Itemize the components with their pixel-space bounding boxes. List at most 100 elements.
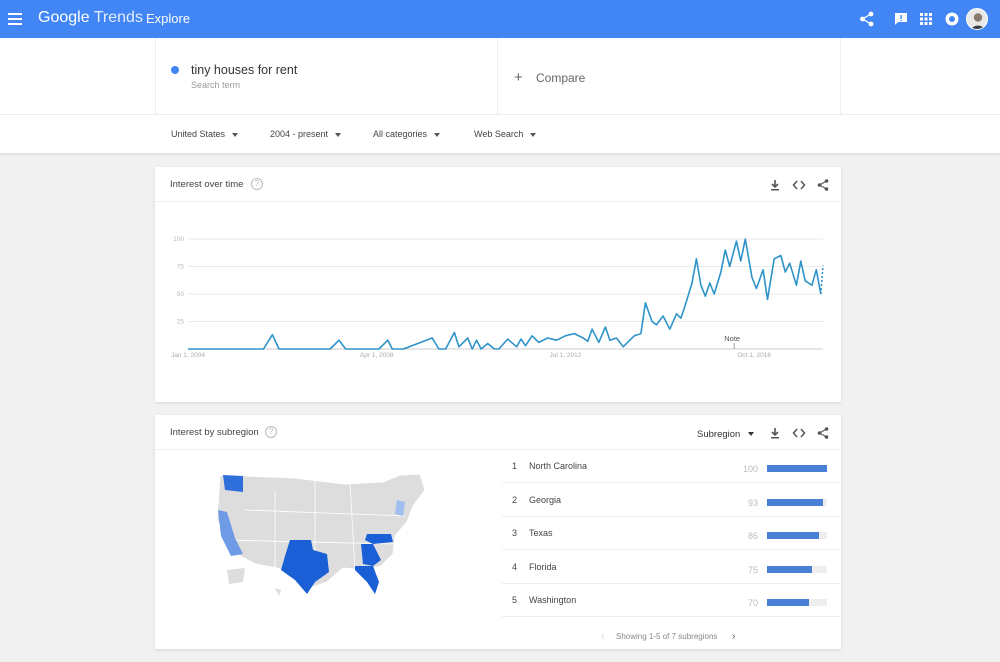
help-icon[interactable]: ?: [251, 178, 263, 190]
help-icon[interactable]: ?: [265, 426, 277, 438]
embed-icon[interactable]: [792, 178, 806, 192]
subregion-bar-fill: [767, 532, 819, 539]
time-filter[interactable]: 2004 - present: [270, 129, 342, 139]
state-hawaii[interactable]: [275, 588, 281, 596]
y-tick-label: 100: [173, 236, 184, 243]
x-tick-label: Jul 1, 2012: [550, 352, 582, 359]
search-term-card[interactable]: tiny houses for rent Search term: [155, 38, 498, 115]
x-tick-label: Oct 1, 2016: [737, 352, 771, 359]
x-tick-label: Jan 1, 2004: [171, 352, 205, 359]
compare-button[interactable]: + Compare: [498, 38, 841, 115]
subregion-row[interactable]: 4 Florida 75: [502, 551, 841, 584]
download-icon[interactable]: [768, 178, 782, 192]
menu-icon[interactable]: [8, 10, 22, 28]
caret-down-icon: [335, 132, 342, 137]
category-filter-label: All categories: [373, 129, 428, 139]
subregion-name: Texas: [529, 528, 553, 538]
search-type-filter-label: Web Search: [474, 129, 524, 139]
subregion-row[interactable]: 5 Washington 70: [502, 584, 841, 617]
share-icon[interactable]: [858, 10, 876, 28]
subregion-bar-track: [767, 532, 827, 539]
category-filter[interactable]: All categories: [373, 129, 441, 139]
filter-bar: United States 2004 - present All categor…: [0, 115, 1000, 154]
region-filter[interactable]: United States: [171, 129, 239, 139]
caret-down-icon: [434, 132, 441, 137]
subregion-row[interactable]: 2 Georgia 93: [502, 484, 841, 517]
subregion-row[interactable]: 3 Texas 86: [502, 517, 841, 550]
caret-down-icon: [748, 432, 755, 437]
subregion-name: Georgia: [529, 494, 562, 505]
search-type-filter[interactable]: Web Search: [474, 129, 537, 139]
state-north-carolina[interactable]: [365, 534, 393, 544]
avatar[interactable]: [966, 8, 988, 30]
card-divider: [155, 201, 841, 202]
partial-data-line: [820, 265, 824, 295]
state-new-york[interactable]: [395, 500, 405, 516]
search-term[interactable]: tiny houses for rent: [191, 63, 298, 77]
subregion-value: 70: [747, 598, 758, 608]
previous-page-icon[interactable]: ‹: [601, 631, 605, 642]
state-borders: [224, 480, 406, 580]
caret-down-icon: [232, 132, 239, 137]
next-page-icon[interactable]: ›: [732, 631, 736, 642]
interest-series-line: [188, 238, 822, 350]
subregion-rank: 1: [512, 461, 518, 471]
subregion-bar-track: [767, 465, 827, 472]
feedback-icon[interactable]: [892, 10, 910, 28]
state-alaska[interactable]: [227, 568, 245, 584]
state-florida[interactable]: [355, 566, 379, 594]
subregion-row[interactable]: 1 North Carolina 100: [502, 450, 841, 483]
share-icon[interactable]: [816, 426, 830, 440]
interest-by-subregion-title: Interest by subregion: [170, 427, 259, 438]
compare-label: Compare: [536, 71, 586, 85]
state-california[interactable]: [218, 510, 243, 556]
notifications-icon[interactable]: [943, 10, 961, 28]
google-trends-logo[interactable]: Google Trends: [38, 9, 143, 27]
subregion-value: 100: [742, 464, 758, 474]
state-georgia[interactable]: [361, 544, 381, 566]
subregion-value: 75: [747, 564, 758, 575]
y-tick-label: 25: [177, 319, 185, 326]
interest-by-subregion-card: Interest by subregion ? Subregion 1 North…: [155, 415, 841, 649]
region-filter-label: United States: [171, 129, 226, 139]
us-subregion-map[interactable]: [215, 470, 430, 600]
subregion-bar-fill: [767, 465, 827, 472]
embed-icon[interactable]: [792, 426, 806, 440]
share-icon[interactable]: [816, 178, 830, 192]
term-bar: tiny houses for rent Search term + Compa…: [0, 38, 1000, 115]
top-bar: Google Trends Explore: [0, 0, 1000, 38]
user-avatar-icon: [970, 13, 986, 29]
subregion-rank: 4: [512, 561, 518, 572]
subregion-rank: 2: [512, 494, 518, 505]
state-washington[interactable]: [223, 475, 243, 492]
subregion-bar-fill: [767, 599, 809, 606]
page-title[interactable]: Explore: [146, 11, 191, 26]
subregion-bar-track: [767, 565, 827, 573]
subregion-rank: 3: [512, 528, 518, 538]
download-icon[interactable]: [768, 426, 782, 440]
term-color-dot: [171, 66, 179, 74]
logo-trends: Trends: [93, 9, 143, 26]
subregion-name: Washington: [529, 595, 577, 605]
subregion-value: 86: [747, 531, 758, 541]
interest-line-chart: 100 75 50 25 Jan 1, 2004 Apr 1, 2008 Jul 1, 2…: [171, 236, 824, 359]
subregion-bar-track: [767, 498, 827, 506]
pagination-text: Showing 1-5 of 7 subregions: [616, 632, 718, 641]
y-tick-label: 50: [177, 291, 185, 298]
x-tick-label: Apr 1, 2008: [360, 352, 394, 359]
subregion-name: Florida: [529, 561, 557, 572]
note-label: Note: [724, 334, 740, 343]
search-term-type: Search term: [191, 80, 241, 90]
interest-over-time-card: Interest over time ? 100 75 50 25 Jan 1, 20…: [155, 167, 841, 402]
state-texas[interactable]: [281, 540, 329, 594]
time-filter-label: 2004 - present: [270, 129, 329, 139]
subregion-dropdown[interactable]: Subregion: [697, 429, 755, 440]
apps-icon[interactable]: [917, 10, 935, 28]
subregion-name: North Carolina: [529, 461, 588, 471]
subregion-bar-track: [767, 599, 827, 606]
subregion-bar-fill: [767, 498, 823, 506]
subregion-rank: 5: [512, 595, 518, 605]
plus-icon: +: [514, 69, 523, 86]
caret-down-icon: [530, 132, 537, 137]
logo-google: Google: [38, 9, 90, 26]
